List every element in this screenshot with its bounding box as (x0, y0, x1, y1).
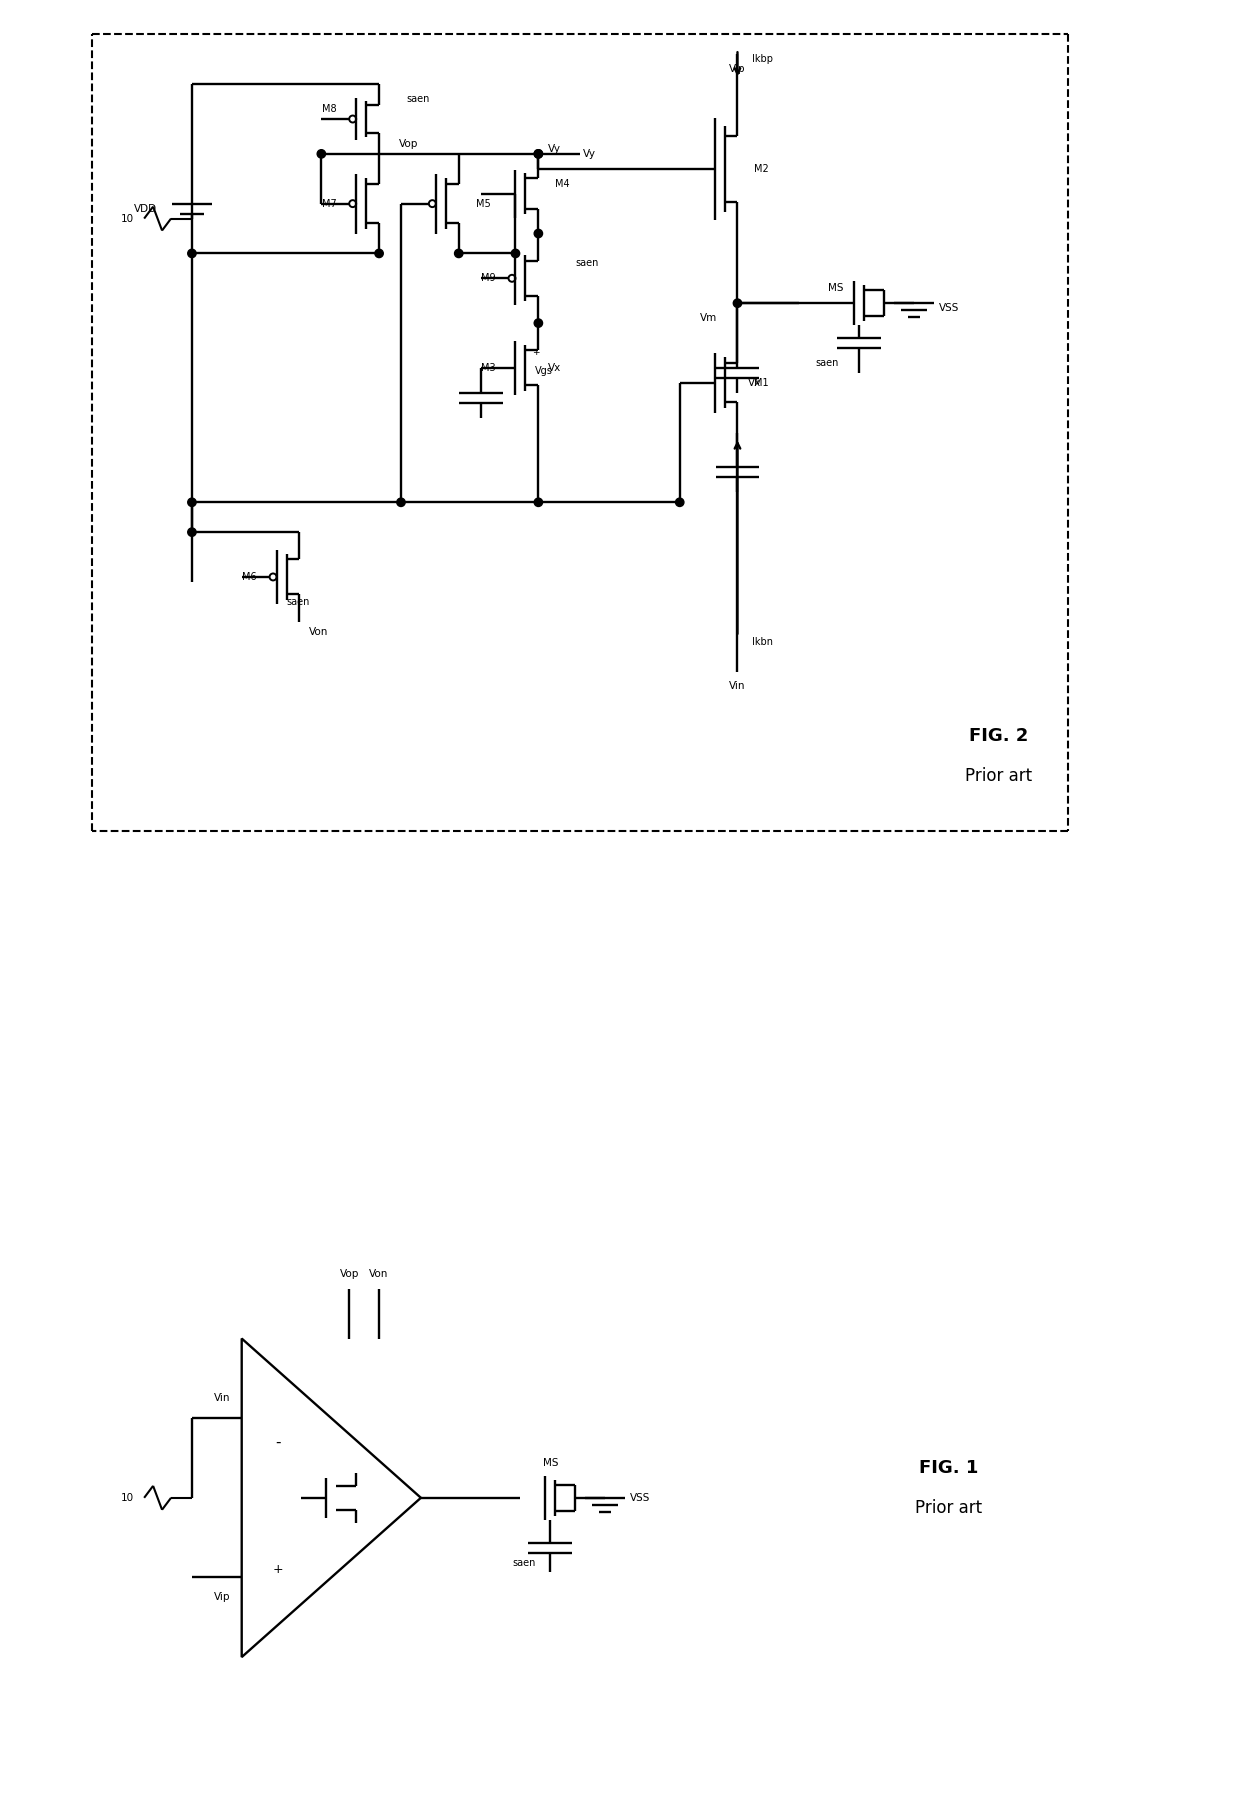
Text: -: - (275, 1435, 280, 1450)
Text: 10: 10 (120, 1493, 134, 1502)
Text: Von: Von (310, 627, 329, 638)
Circle shape (534, 229, 543, 238)
Circle shape (455, 249, 463, 258)
Text: Vx: Vx (548, 362, 562, 373)
Circle shape (676, 499, 684, 506)
Text: Vx: Vx (748, 378, 760, 387)
Text: VSS: VSS (939, 303, 959, 313)
Text: M4: M4 (556, 178, 570, 189)
Circle shape (534, 149, 543, 158)
Circle shape (534, 499, 543, 506)
Text: Vop: Vop (340, 1270, 358, 1279)
Text: saen: saen (405, 94, 429, 104)
Text: M3: M3 (481, 362, 496, 373)
Text: Prior art: Prior art (915, 1498, 982, 1516)
Text: +: + (273, 1563, 283, 1576)
Text: 10: 10 (120, 214, 134, 223)
Circle shape (317, 149, 326, 158)
Circle shape (534, 149, 543, 158)
Text: Vin: Vin (213, 1394, 231, 1403)
Text: M8: M8 (321, 104, 336, 113)
Text: saen: saen (816, 358, 839, 367)
Text: VDD: VDD (134, 204, 157, 214)
Text: +: + (532, 348, 539, 357)
Text: saen: saen (286, 596, 310, 607)
Text: M9: M9 (481, 274, 496, 283)
Circle shape (187, 499, 196, 506)
Text: Ikbp: Ikbp (753, 54, 774, 65)
Text: VSS: VSS (630, 1493, 650, 1502)
Circle shape (511, 249, 520, 258)
Text: M2: M2 (754, 164, 769, 173)
Circle shape (374, 249, 383, 258)
Text: Ikbn: Ikbn (753, 638, 774, 647)
Text: Vip: Vip (729, 65, 745, 74)
Text: FIG. 2: FIG. 2 (968, 728, 1028, 746)
Text: Vop: Vop (399, 139, 418, 149)
Text: saen: saen (512, 1558, 536, 1567)
Circle shape (534, 319, 543, 328)
Text: Vy: Vy (583, 149, 596, 158)
Text: Von: Von (370, 1270, 389, 1279)
Text: M1: M1 (754, 378, 769, 387)
Text: Vgs: Vgs (536, 366, 553, 376)
Text: saen: saen (575, 258, 599, 268)
Text: Vip: Vip (213, 1592, 231, 1603)
Circle shape (397, 499, 405, 506)
Text: FIG. 1: FIG. 1 (919, 1459, 978, 1477)
Text: Vin: Vin (729, 681, 745, 692)
Text: Vy: Vy (548, 144, 562, 153)
Text: M7: M7 (321, 198, 336, 209)
Text: Vm: Vm (701, 313, 718, 322)
Text: M5: M5 (476, 198, 490, 209)
Text: Prior art: Prior art (965, 767, 1032, 785)
Text: MS: MS (543, 1459, 558, 1468)
Circle shape (187, 249, 196, 258)
Text: MS: MS (828, 283, 844, 294)
Text: M6: M6 (242, 573, 257, 582)
Circle shape (733, 299, 742, 308)
Circle shape (187, 528, 196, 537)
